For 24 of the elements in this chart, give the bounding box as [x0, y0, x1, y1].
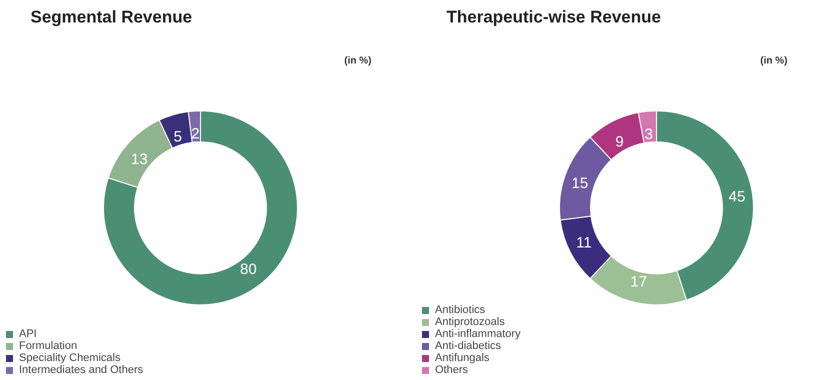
- text: (in %): [760, 55, 788, 66]
- chart-title: Segmental Revenue: [30, 8, 192, 26]
- data-label: 45: [728, 188, 746, 206]
- data-label: 15: [571, 174, 588, 192]
- chart-title: Therapeutic-wise Revenue: [446, 8, 661, 26]
- data-label: 2: [191, 126, 200, 143]
- data-label: 9: [615, 134, 624, 151]
- legend-label: Intermediates and Others: [19, 364, 144, 376]
- data-label: 80: [240, 260, 257, 278]
- data-label: 5: [174, 128, 182, 146]
- legend-label: API: [19, 328, 38, 340]
- legend-label: Anti-inflammatory: [435, 328, 521, 340]
- data-label: 13: [131, 150, 148, 168]
- legend-label: Others: [435, 364, 468, 376]
- legend-label: Speciality Chemicals: [19, 352, 120, 364]
- text: (in %): [344, 55, 372, 66]
- legend-label: Antibiotics: [435, 304, 486, 316]
- legend-label: Anti-diabetics: [435, 340, 502, 352]
- data-label: 17: [630, 273, 648, 290]
- legend-label: Formulation: [19, 340, 78, 352]
- legend-label: Antiprotozoals: [435, 316, 505, 328]
- legend-label: Antifungals: [435, 352, 490, 364]
- data-label: 3: [644, 126, 654, 143]
- data-label: 11: [576, 234, 592, 252]
